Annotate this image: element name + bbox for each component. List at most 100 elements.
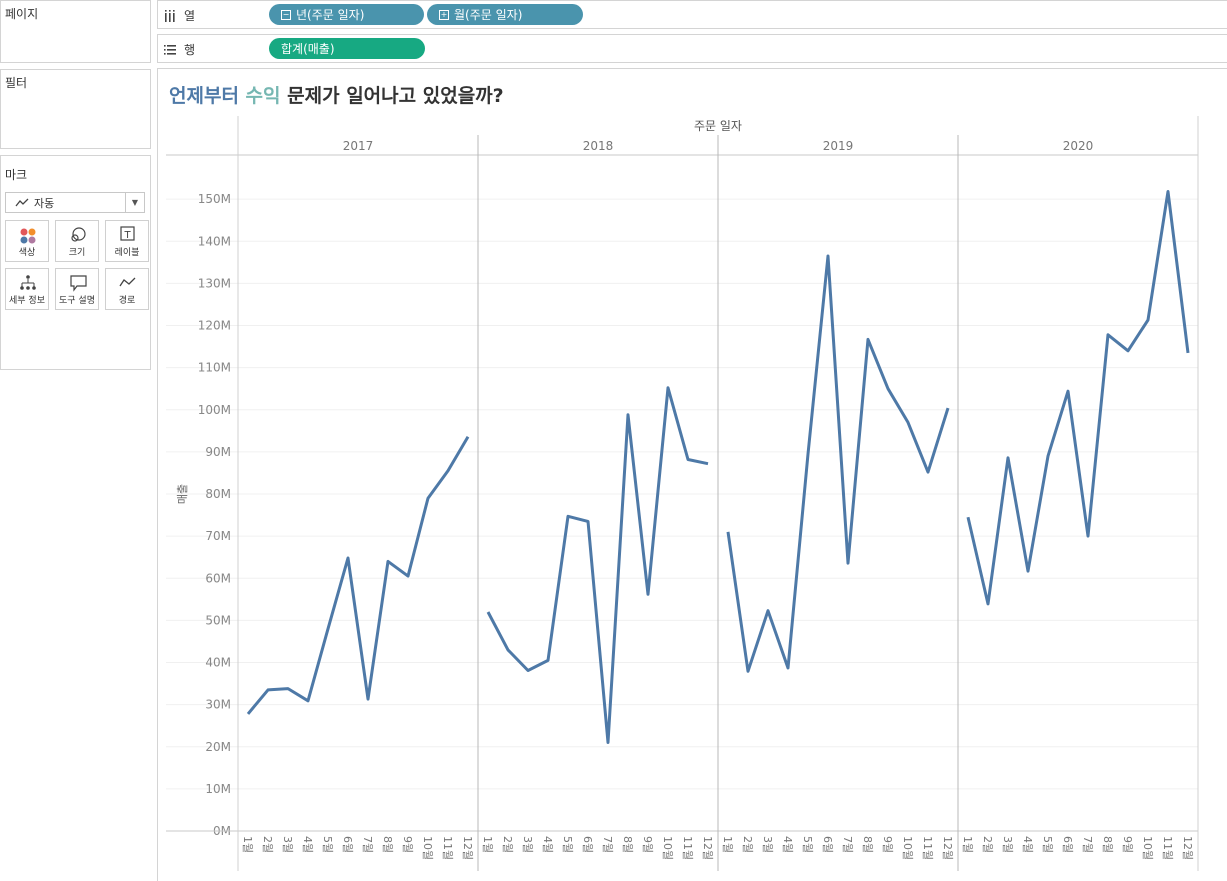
month-tick-label: 5월	[321, 836, 334, 853]
columns-label: 열	[184, 9, 196, 23]
rows-label: 행	[184, 43, 196, 57]
sales-line-2018	[486, 386, 709, 744]
y-axis-title: 매출	[176, 484, 189, 504]
column-header-title: 주문 일자	[694, 119, 742, 133]
month-tick-label: 6월	[1061, 836, 1074, 853]
y-tick-label: 90M	[205, 445, 231, 459]
month-tick-label: 5월	[801, 836, 814, 853]
title-part-when: 언제부터	[169, 85, 239, 107]
y-tick-label: 100M	[198, 403, 231, 417]
path-icon	[119, 277, 136, 287]
pages-panel: 페이지	[0, 0, 151, 63]
y-tick-label: 130M	[198, 276, 231, 290]
size-label: 크기	[68, 248, 86, 258]
month-tick-label: 4월	[1021, 836, 1034, 853]
columns-icon	[165, 9, 175, 22]
y-tick-label: 110M	[198, 361, 231, 375]
sales-line-2019	[726, 254, 950, 673]
line-chart: 0M10M20M30M40M50M60M70M80M90M100M110M120…	[166, 116, 1199, 871]
month-tick-label: 7월	[601, 836, 614, 853]
path-label: 경로	[118, 296, 136, 306]
y-tick-label: 80M	[205, 487, 231, 501]
y-tick-label: 40M	[205, 656, 231, 670]
month-tick-label: 6월	[821, 836, 834, 853]
month-tick-label: 1월	[721, 836, 734, 853]
year-header: 2018	[583, 139, 614, 153]
size-button[interactable]: 크기	[55, 220, 99, 262]
month-tick-label: 10월	[661, 836, 674, 860]
y-tick-label: 140M	[198, 234, 231, 248]
path-button[interactable]: 경로	[105, 268, 149, 310]
color-icon	[20, 228, 36, 244]
month-tick-label: 2월	[261, 836, 274, 853]
month-tick-label: 6월	[341, 836, 354, 853]
tooltip-icon	[70, 275, 87, 292]
month-tick-label: 1월	[481, 836, 494, 853]
color-button[interactable]: 색상	[5, 220, 49, 262]
sales-line-2017	[246, 435, 470, 715]
filters-panel[interactable]: 필터	[0, 69, 151, 149]
columns-shelf[interactable]: 열 − 년(주문 일자) + 월(주문 일자)	[157, 0, 1227, 29]
year-pill[interactable]: − 년(주문 일자)	[269, 4, 424, 25]
month-tick-label: 7월	[841, 836, 854, 853]
title-part-profit: 수익	[245, 85, 281, 107]
color-label: 색상	[18, 248, 36, 258]
y-tick-label: 60M	[205, 571, 231, 585]
detail-button[interactable]: 세부 정보	[5, 268, 49, 310]
month-tick-label: 7월	[1081, 836, 1094, 853]
y-tick-label: 30M	[205, 698, 231, 712]
detail-icon	[20, 275, 36, 290]
month-tick-label: 11월	[1161, 836, 1174, 860]
month-pill-label: 월(주문 일자)	[454, 8, 523, 22]
expand-icon[interactable]: +	[439, 9, 449, 20]
title-part-rest: 문제가 일어나고 있었을까?	[287, 85, 504, 107]
month-tick-label: 8월	[1101, 836, 1114, 853]
month-tick-label: 12월	[941, 836, 954, 860]
month-tick-label: 12월	[461, 836, 474, 860]
rows-icon	[164, 44, 176, 55]
year-header: 2020	[1063, 139, 1094, 153]
month-tick-label: 1월	[961, 836, 974, 853]
month-tick-label: 4월	[301, 836, 314, 853]
year-pill-label: 년(주문 일자)	[296, 8, 365, 22]
rows-shelf[interactable]: 행 합계(매출)	[157, 34, 1227, 63]
sales-line-2020	[966, 190, 1190, 606]
month-tick-label: 3월	[521, 836, 534, 853]
month-tick-label: 11월	[921, 836, 934, 860]
month-tick-label: 1월	[241, 836, 254, 853]
label-icon: T	[120, 226, 135, 241]
month-tick-label: 10월	[901, 836, 914, 860]
label-button[interactable]: T 레이블	[105, 220, 149, 262]
year-header: 2017	[343, 139, 374, 153]
month-pill[interactable]: + 월(주문 일자)	[427, 4, 583, 25]
chevron-down-icon[interactable]: ▼	[125, 193, 144, 212]
month-tick-label: 8월	[381, 836, 394, 853]
marks-panel: 마크 자동 ▼ 색상 크기 T 레이블	[0, 155, 151, 370]
detail-label: 세부 정보	[9, 296, 45, 306]
month-tick-label: 4월	[541, 836, 554, 853]
size-icon	[71, 227, 86, 242]
filters-title: 필터	[5, 76, 28, 90]
month-tick-label: 9월	[401, 836, 414, 853]
y-tick-label: 20M	[205, 740, 231, 754]
mark-type-dropdown[interactable]: 자동 ▼	[5, 192, 145, 213]
y-tick-label: 10M	[205, 782, 231, 796]
month-tick-label: 11월	[681, 836, 694, 860]
y-tick-label: 150M	[198, 192, 231, 206]
month-tick-label: 2월	[981, 836, 994, 853]
year-header: 2019	[823, 139, 854, 153]
pages-title: 페이지	[5, 7, 39, 21]
y-tick-label: 50M	[205, 613, 231, 627]
month-tick-label: 12월	[701, 836, 714, 860]
month-tick-label: 10월	[421, 836, 434, 860]
line-mark-icon	[15, 198, 29, 207]
tooltip-button[interactable]: 도구 설명	[55, 268, 99, 310]
svg-text:T: T	[123, 230, 131, 241]
month-tick-label: 8월	[621, 836, 634, 853]
viz-area: 언제부터 수익 문제가 일어나고 있었을까? 0M 10M 20M 30M 40M 50M…	[157, 68, 1227, 881]
collapse-icon[interactable]: −	[281, 9, 291, 20]
sales-pill[interactable]: 합계(매출)	[269, 38, 425, 59]
month-tick-label: 5월	[561, 836, 574, 853]
month-tick-label: 9월	[641, 836, 654, 853]
month-tick-label: 4월	[781, 836, 794, 853]
